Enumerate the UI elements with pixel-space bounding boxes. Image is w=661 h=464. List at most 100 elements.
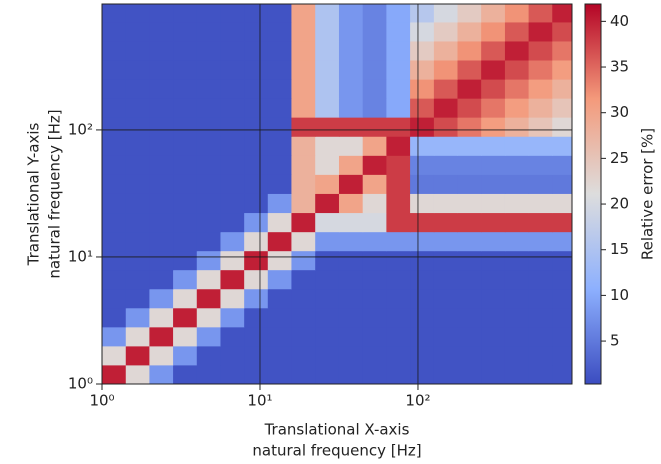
heatmap-cell	[552, 155, 573, 175]
heatmap-cell	[220, 98, 245, 118]
heatmap-cell	[315, 212, 340, 233]
heatmap-cell	[102, 288, 127, 309]
heatmap-cell	[552, 193, 573, 214]
heatmap-cell	[196, 288, 221, 309]
heatmap-cell	[125, 307, 150, 328]
heatmap-cell	[149, 4, 174, 23]
heatmap-cell	[338, 4, 364, 23]
heatmap-cell	[291, 250, 316, 271]
heatmap-cell	[315, 79, 340, 99]
heatmap-cell	[196, 79, 221, 99]
heatmap-cell	[196, 155, 221, 175]
heatmap-cell	[267, 21, 292, 42]
heatmap-cell	[504, 212, 530, 233]
heatmap-cell	[338, 136, 364, 156]
heatmap-cell	[291, 212, 316, 233]
heatmap-cell	[504, 269, 530, 290]
heatmap-cell	[504, 231, 530, 252]
heatmap-cell	[315, 98, 340, 118]
heatmap-cell	[386, 98, 411, 118]
heatmap-cell	[338, 345, 364, 366]
heatmap-cell	[481, 212, 506, 233]
heatmap-cell	[244, 174, 269, 194]
heatmap-cell	[481, 288, 506, 309]
heatmap-cell	[338, 40, 364, 61]
heatmap-cell	[457, 79, 482, 99]
heatmap-cell	[244, 326, 269, 347]
heatmap-cell	[481, 21, 506, 42]
heatmap-cell	[410, 40, 435, 61]
heatmap-cell	[457, 174, 482, 194]
heatmap-cell	[149, 269, 174, 290]
heatmap-cell	[386, 326, 411, 347]
heatmap-cell	[196, 136, 221, 156]
heatmap-cell	[315, 155, 340, 175]
heatmap-cell	[220, 79, 245, 99]
plot-frame	[101, 3, 573, 385]
heatmap-cell	[504, 117, 530, 137]
heatmap-cell	[173, 136, 198, 156]
heatmap-cell	[433, 307, 458, 328]
heatmap-cell	[504, 21, 530, 42]
y-axis-label: Translational Y-axis	[25, 122, 43, 266]
heatmap-cell	[196, 193, 221, 214]
heatmap-cell	[267, 79, 292, 99]
heatmap-cell	[386, 193, 411, 214]
heatmap-cell	[362, 231, 387, 252]
heatmap-cell	[267, 117, 292, 137]
heatmap-cell	[173, 364, 198, 385]
heatmap-cell	[244, 4, 269, 23]
heatmap-cell	[433, 250, 458, 271]
heatmap-cell	[267, 364, 292, 385]
heatmap-cell	[315, 288, 340, 309]
heatmap-cell	[338, 79, 364, 99]
heatmap-cell	[267, 193, 292, 214]
heatmap-cell	[291, 193, 316, 214]
heatmap-cell	[244, 59, 269, 80]
heatmap-cell	[267, 212, 292, 233]
heatmap-cell	[102, 136, 127, 156]
heatmap-cell	[528, 193, 553, 214]
heatmap-cell	[291, 21, 316, 42]
heatmap-cell	[149, 79, 174, 99]
heatmap-cell	[481, 307, 506, 328]
heatmap-cell	[552, 269, 573, 290]
heatmap-cell	[362, 40, 387, 61]
heatmap-cell	[362, 250, 387, 271]
heatmap-cell	[244, 136, 269, 156]
y-tick-label: 10⁰	[68, 375, 93, 393]
heatmap-cell	[362, 174, 387, 194]
heatmap-cell	[173, 288, 198, 309]
colorbar-tick-label: 40	[610, 12, 629, 30]
heatmap-cell	[315, 269, 340, 290]
colorbar-tick-label: 20	[610, 195, 629, 213]
heatmap-cell	[291, 79, 316, 99]
heatmap-cell	[125, 98, 150, 118]
heatmap-cell	[196, 4, 221, 23]
heatmap-cell	[244, 193, 269, 214]
heatmap-cell	[528, 21, 553, 42]
heatmap-cell	[267, 288, 292, 309]
heatmap-cell	[552, 117, 573, 137]
heatmap-cell	[481, 345, 506, 366]
heatmap-cell	[457, 364, 482, 385]
heatmap-cell	[362, 136, 387, 156]
heatmap-cell	[504, 136, 530, 156]
colorbar-tick-label: 10	[610, 286, 629, 304]
heatmap-cell	[481, 231, 506, 252]
heatmap-cell	[125, 79, 150, 99]
heatmap-cell	[386, 59, 411, 80]
heatmap-cell	[338, 288, 364, 309]
heatmap-cell	[102, 79, 127, 99]
heatmap-cell	[267, 269, 292, 290]
colorbar-tick-label: 5	[610, 332, 620, 350]
heatmap-cell	[102, 40, 127, 61]
heatmap-cell	[291, 59, 316, 80]
heatmap-cell	[433, 174, 458, 194]
heatmap-cell	[386, 21, 411, 42]
heatmap-cell	[315, 40, 340, 61]
heatmap-cell	[410, 269, 435, 290]
heatmap-cell	[362, 117, 387, 137]
heatmap-cell	[362, 21, 387, 42]
